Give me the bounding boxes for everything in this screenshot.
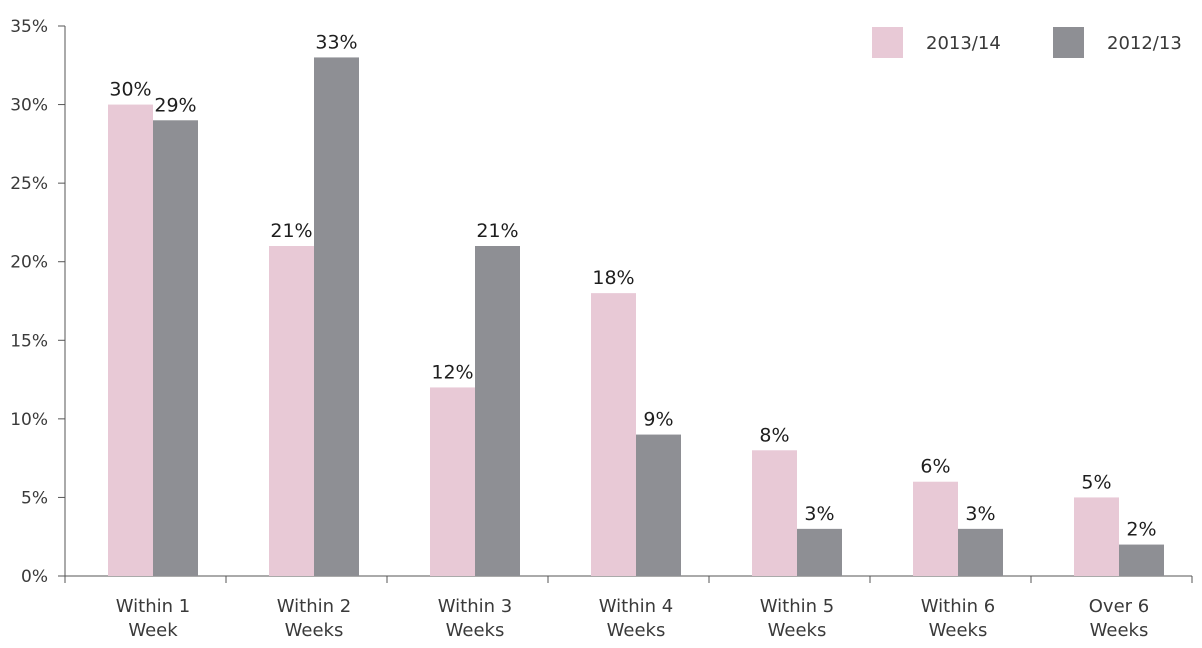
legend-swatch bbox=[872, 27, 903, 58]
x-category-label: Within 6 Weeks bbox=[921, 596, 995, 641]
x-category-label-line: Within 3 bbox=[438, 596, 512, 617]
bar-2012-13-2 bbox=[475, 246, 520, 576]
chart-data-labels: 30%29% 21% 33% 12% 21% 18% 9% 8% 3% 6% 3% 5% 2% bbox=[109, 31, 1156, 540]
bar-2012-13-0 bbox=[153, 120, 198, 577]
y-tick-label: 20% bbox=[10, 253, 48, 273]
x-category-label-line: Week bbox=[128, 620, 178, 641]
bar-2012-13-5 bbox=[958, 528, 1003, 576]
data-label: 5% bbox=[1081, 471, 1111, 493]
bar-2013-14-2 bbox=[430, 387, 475, 576]
x-category-label-line: Weeks bbox=[768, 620, 827, 641]
bar-2013-14-1 bbox=[269, 246, 314, 576]
chart-legend: 2013/14 2012/13 bbox=[872, 27, 1182, 58]
data-label: 29% bbox=[154, 94, 196, 116]
x-category-label: Within 2 Weeks bbox=[277, 596, 351, 641]
data-label: 21% bbox=[476, 220, 518, 242]
data-label: 21% bbox=[270, 220, 312, 242]
x-category-label-line: Within 2 bbox=[277, 596, 351, 617]
x-category-label: Over 6 Weeks bbox=[1089, 596, 1149, 641]
x-category-label-line: Weeks bbox=[607, 620, 666, 641]
data-label: 6% bbox=[920, 456, 950, 478]
data-label: 9% bbox=[643, 409, 673, 431]
y-tick-label: 0% bbox=[21, 567, 48, 587]
data-label: 12% bbox=[431, 361, 473, 383]
y-tick-label: 5% bbox=[21, 488, 48, 508]
y-tick-label: 30% bbox=[10, 96, 48, 116]
x-category-label-line: Weeks bbox=[1090, 620, 1149, 641]
x-category-label-line: Over 6 bbox=[1089, 596, 1149, 617]
y-tick-label: 25% bbox=[10, 174, 48, 194]
x-category-label: Within 4 Weeks bbox=[599, 596, 673, 641]
x-category-label: Within 5 Weeks bbox=[760, 596, 834, 641]
bar-2013-14-4 bbox=[752, 450, 797, 576]
data-label: 2% bbox=[1126, 519, 1156, 541]
x-category-label-line: Within 6 bbox=[921, 596, 995, 617]
data-label: 18% bbox=[592, 267, 634, 289]
data-label: 3% bbox=[804, 503, 834, 525]
bar-2012-13-6 bbox=[1119, 544, 1164, 576]
chart-bars bbox=[108, 57, 1164, 577]
y-tick-label: 10% bbox=[10, 410, 48, 430]
x-category-label-line: Within 5 bbox=[760, 596, 834, 617]
legend-label: 2013/14 bbox=[926, 33, 1001, 54]
data-label: 3% bbox=[965, 503, 995, 525]
bar-2013-14-5 bbox=[913, 481, 958, 576]
data-label: 33% bbox=[315, 31, 357, 53]
x-category-label-line: Weeks bbox=[285, 620, 344, 641]
bar-2012-13-1 bbox=[314, 57, 359, 576]
x-category-label: Within 3 Weeks bbox=[438, 596, 512, 641]
bar-2012-13-3 bbox=[636, 434, 681, 576]
bar-2013-14-0 bbox=[108, 104, 153, 577]
data-label: 8% bbox=[759, 424, 789, 446]
bar-2013-14-3 bbox=[591, 293, 636, 576]
x-category-label-line: Weeks bbox=[446, 620, 505, 641]
legend-label: 2012/13 bbox=[1107, 33, 1182, 54]
legend-swatch bbox=[1053, 27, 1084, 58]
bar-2013-14-6 bbox=[1074, 497, 1119, 576]
y-tick-label: 35% bbox=[10, 17, 48, 37]
bar-2012-13-4 bbox=[797, 528, 842, 576]
x-category-label-line: Within 1 bbox=[116, 596, 190, 617]
x-category-label-line: Within 4 bbox=[599, 596, 673, 617]
x-category-label: Within 1 Week bbox=[116, 596, 190, 641]
chart-axes: 0%5%10%15%20%25%30%35%Within 1 WeekWithin… bbox=[10, 17, 1193, 641]
y-tick-label: 15% bbox=[10, 331, 48, 351]
x-category-label-line: Weeks bbox=[929, 620, 988, 641]
data-label: 30% bbox=[109, 79, 151, 101]
